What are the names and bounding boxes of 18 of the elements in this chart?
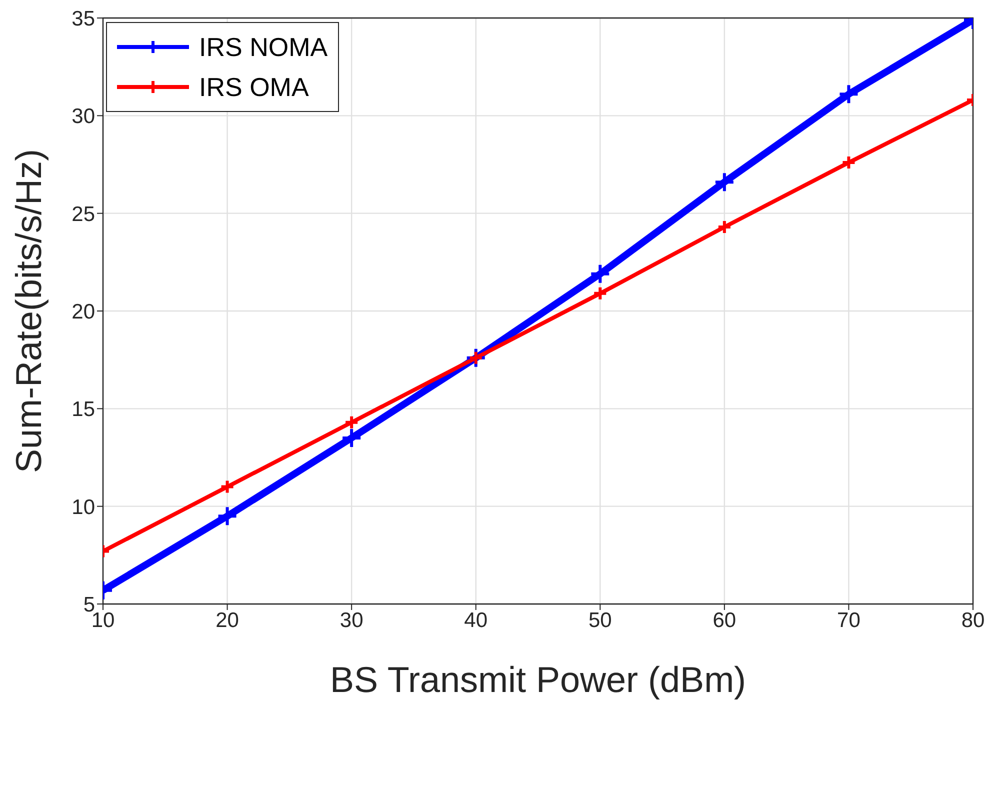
- y-tick-label: 20: [72, 300, 95, 324]
- y-tick-label: 35: [72, 7, 95, 30]
- y-axis-title: Sum-Rate(bits/s/Hz): [8, 148, 49, 474]
- x-tick-label: 80: [961, 608, 985, 632]
- x-tick-label: 20: [216, 608, 239, 632]
- x-tick-label: 30: [340, 608, 364, 632]
- x-tick-label: 40: [464, 608, 488, 632]
- x-axis-title: BS Transmit Power (dBm): [330, 659, 746, 700]
- y-tick-label: 30: [72, 105, 95, 128]
- y-tick-label: 10: [72, 496, 95, 519]
- legend-label: IRS OMA: [199, 72, 309, 102]
- y-tick-label: 5: [83, 593, 95, 616]
- y-tick-label: 15: [72, 398, 95, 422]
- legend-label: IRS NOMA: [199, 32, 328, 62]
- x-tick-label: 70: [837, 608, 860, 632]
- x-tick-label: 50: [588, 608, 612, 632]
- y-tick-label: 25: [72, 202, 95, 226]
- x-tick-label: 60: [712, 608, 736, 632]
